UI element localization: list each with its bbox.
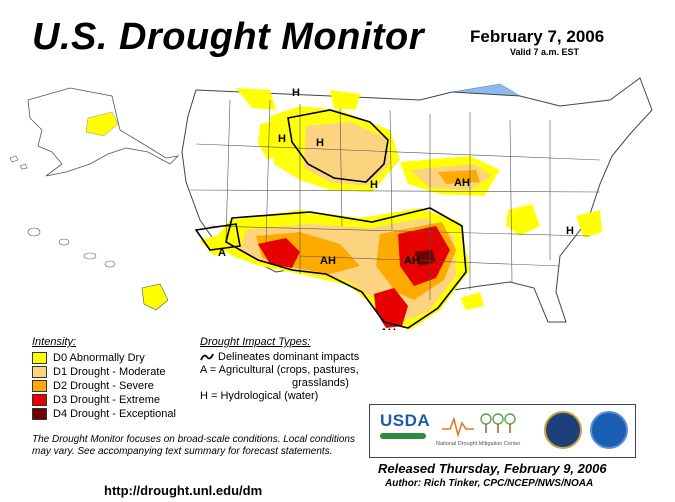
map-label-ah-oklahoma: AH xyxy=(404,255,420,267)
legend-item-d4: D4 Drought - Exceptional xyxy=(32,407,176,421)
agency-logos: USDA National Drought Mitigation Center xyxy=(369,404,636,458)
impact-types-legend: Drought Impact Types: Delineates dominan… xyxy=(200,336,370,403)
map-label-h-wyoming: H xyxy=(316,137,324,149)
d4-swatch xyxy=(32,408,47,420)
impact-hydrological: H = Hydrological (water) xyxy=(200,390,319,402)
map-label-h-virginia: H xyxy=(566,225,574,237)
drought-areas xyxy=(200,88,602,330)
map-label-ah-texas: AH xyxy=(380,327,396,330)
hawaii xyxy=(27,227,169,311)
valid-time: Valid 7 a.m. EST xyxy=(510,47,580,57)
state-boundaries xyxy=(189,99,601,300)
oklahoma-d4 xyxy=(414,250,436,266)
legend-item-d1: D1 Drought - Moderate xyxy=(32,365,176,379)
map-label-ah-newmexico: AH xyxy=(320,255,336,267)
north-d1 xyxy=(304,122,390,186)
map-date: February 7, 2006 xyxy=(470,27,605,46)
hawaii-big-island xyxy=(141,283,169,311)
disclaimer-note: The Drought Monitor focuses on broad-sca… xyxy=(32,434,355,457)
map-label-h-montana: H xyxy=(292,87,300,99)
impact-row-delineates: Delineates dominant impacts xyxy=(200,351,370,364)
usda-logo: USDA xyxy=(380,411,431,430)
d1-swatch xyxy=(32,366,47,378)
noaa-logo-icon xyxy=(590,411,628,449)
legend-label-d3: D3 Drought - Extreme xyxy=(53,394,160,406)
author-credit: Author: Rich Tinker, CPC/NCEP/NWS/NOAA xyxy=(385,478,594,489)
arizona-d3 xyxy=(258,238,300,268)
legend-label-d4: D4 Drought - Exceptional xyxy=(53,408,176,420)
page-title: U.S. Drought Monitor xyxy=(32,16,425,58)
ndmc-logo-icon xyxy=(442,413,516,438)
impact-labels: H H H H AH H A AH AH AH xyxy=(218,87,574,330)
d2-swatch xyxy=(32,380,47,392)
montana-d0 xyxy=(236,88,276,110)
legend-label-d2: D2 Drought - Severe xyxy=(53,380,154,392)
northeast-d0 xyxy=(576,210,602,238)
legend-label-d0: D0 Abnormally Dry xyxy=(53,352,145,364)
alaska-d0 xyxy=(85,111,119,137)
d0-swatch xyxy=(32,352,47,364)
impact-agricultural: A = Agricultural (crops, pastures, xyxy=(200,364,359,376)
usda-logo-swoosh xyxy=(380,433,426,439)
legend-item-d0: D0 Abnormally Dry xyxy=(32,351,176,365)
intensity-legend-title: Intensity: xyxy=(32,336,77,348)
impact-boundaries xyxy=(194,109,467,329)
d3-swatch xyxy=(32,394,47,406)
midwest-d2 xyxy=(438,170,480,184)
source-url[interactable]: http://drought.unl.edu/dm xyxy=(104,483,263,498)
south-impact-line xyxy=(225,207,467,329)
map-label-a-california: A xyxy=(218,247,226,259)
ndmc-logo: National Drought Mitigation Center xyxy=(436,441,521,447)
north-impact-line xyxy=(287,109,389,183)
release-date: Released Thursday, February 9, 2006 xyxy=(378,461,607,476)
legend-label-d1: D1 Drought - Moderate xyxy=(53,366,166,378)
commerce-seal-icon xyxy=(544,411,582,449)
impact-line-icon xyxy=(200,353,214,361)
map-label-h-idaho: H xyxy=(278,133,286,145)
drought-map: H H H H AH H A AH AH AH xyxy=(9,77,653,330)
alaska xyxy=(9,87,180,177)
alaska-island-1 xyxy=(9,155,19,163)
northwest-d0 xyxy=(258,120,282,160)
map-label-h-nebraska: H xyxy=(370,179,378,191)
alaska-island-2 xyxy=(19,163,28,170)
gulf-d0 xyxy=(460,292,484,310)
california-d0 xyxy=(200,234,232,256)
east-d0 xyxy=(506,204,540,236)
map-label-ah-iowa: AH xyxy=(454,177,470,189)
dakota-d0 xyxy=(330,90,360,110)
texas-coast-d3 xyxy=(374,288,408,328)
west-impact-line xyxy=(194,223,241,251)
impact-agricultural-cont: grasslands) xyxy=(292,377,349,389)
legend-item-d2: D2 Drought - Severe xyxy=(32,379,176,393)
impact-types-title: Drought Impact Types: xyxy=(200,336,311,348)
impact-delineates-label: Delineates dominant impacts xyxy=(218,351,360,363)
legend-item-d3: D3 Drought - Extreme xyxy=(32,393,176,407)
intensity-legend: Intensity: D0 Abnormally Dry D1 Drought … xyxy=(32,336,176,421)
